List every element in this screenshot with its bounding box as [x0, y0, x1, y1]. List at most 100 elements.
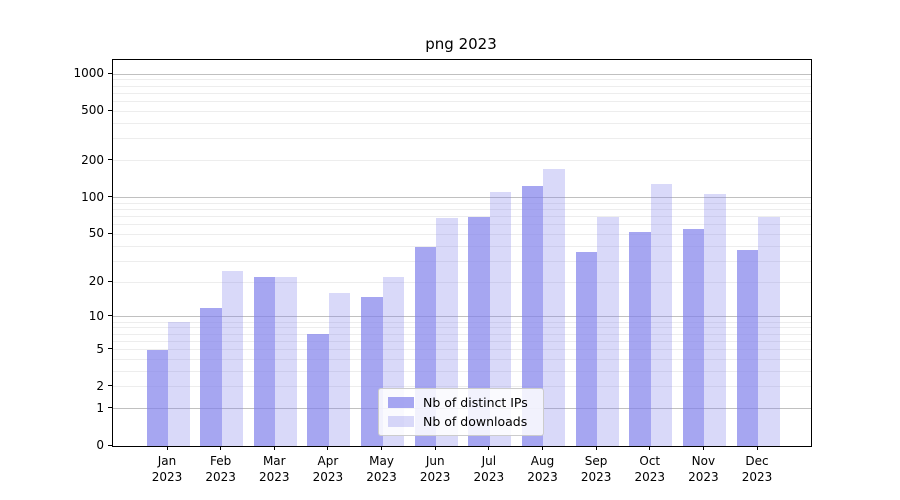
- y-tick-label: 0: [96, 438, 104, 452]
- bar-downloads-mar: [275, 277, 297, 446]
- x-tick-label-oct: Oct 2023: [618, 453, 682, 485]
- y-tick-mark: [108, 444, 112, 446]
- x-tick-label-mar: Mar 2023: [242, 453, 306, 485]
- bar-downloads-aug: [543, 169, 565, 446]
- bar-distinct-ips-apr: [307, 334, 329, 446]
- bar-distinct-ips-aug: [521, 185, 544, 446]
- bar-distinct-ips-mar: [253, 277, 276, 446]
- x-tick-mark: [649, 446, 651, 450]
- x-tick-label-year: 2023: [688, 470, 719, 484]
- x-tick-mark: [434, 446, 436, 450]
- bar-distinct-ips-sep: [575, 251, 598, 446]
- legend-swatch-downloads: [388, 416, 414, 427]
- x-tick-label-month: May: [369, 454, 394, 468]
- x-tick-label-month: Aug: [530, 454, 555, 468]
- minor-gridline: [113, 202, 811, 204]
- minor-gridline: [113, 79, 811, 81]
- x-tick-label-month: Nov: [691, 454, 716, 468]
- plot-area: [112, 59, 812, 447]
- y-tick-mark: [108, 280, 112, 282]
- legend-item-downloads: Nb of downloads: [388, 414, 534, 429]
- y-tick-label: 10: [88, 308, 104, 323]
- y-tick-mark: [108, 72, 112, 74]
- x-tick-label-year: 2023: [205, 470, 236, 484]
- bar-distinct-ips-may: [361, 296, 383, 446]
- y-tick-label: 1: [96, 400, 104, 415]
- x-tick-label-month: Jun: [425, 454, 445, 468]
- y-tick-mark: [108, 159, 112, 161]
- x-tick-label-jul: Jul 2023: [457, 453, 521, 485]
- minor-gridline: [113, 85, 811, 87]
- x-tick-label-sep: Sep 2023: [564, 453, 628, 485]
- x-tick-label-month: Feb: [210, 454, 232, 468]
- minor-gridline: [113, 370, 811, 372]
- x-tick-mark: [702, 446, 704, 450]
- x-tick-label-year: 2023: [419, 470, 451, 484]
- x-tick-label-jan: Jan 2023: [135, 453, 199, 485]
- y-tick-mark: [108, 196, 112, 198]
- bar-downloads-sep: [597, 216, 619, 446]
- bar-downloads-nov: [704, 194, 726, 446]
- minor-gridline: [113, 101, 811, 103]
- minor-gridline: [113, 216, 811, 218]
- x-tick-label-month: Apr: [317, 454, 339, 468]
- bar-downloads-oct: [650, 184, 673, 446]
- y-tick-mark: [108, 385, 112, 387]
- minor-gridline: [113, 224, 811, 226]
- minor-gridline: [113, 386, 811, 388]
- x-tick-label-year: 2023: [634, 470, 666, 484]
- x-tick-label-dec: Dec 2023: [725, 453, 789, 485]
- minor-gridline: [113, 281, 811, 283]
- x-tick-mark: [756, 446, 758, 450]
- x-tick-label-aug: Aug 2023: [510, 453, 574, 485]
- x-tick-label-year: 2023: [312, 470, 344, 484]
- bar-distinct-ips-dec: [736, 250, 759, 446]
- bar-downloads-apr: [328, 293, 351, 446]
- x-tick-label-year: 2023: [741, 470, 773, 484]
- minor-gridline: [113, 233, 811, 235]
- minor-gridline: [113, 208, 811, 210]
- legend-label-downloads: Nb of downloads: [423, 414, 528, 429]
- minor-gridline: [113, 92, 811, 94]
- x-tick-mark: [541, 446, 543, 450]
- legend-swatch-distinct-ips: [388, 397, 414, 408]
- minor-gridline: [113, 358, 811, 360]
- minor-gridline: [113, 260, 811, 262]
- x-tick-label-year: 2023: [366, 470, 397, 484]
- x-tick-mark: [273, 446, 275, 450]
- bar-downloads-feb: [221, 270, 244, 446]
- x-tick-label-month: Jul: [481, 454, 497, 468]
- chart-title: png 2023: [425, 35, 497, 53]
- major-gridline: [113, 73, 811, 75]
- x-tick-mark: [595, 446, 597, 450]
- y-tick-mark: [108, 407, 112, 409]
- minor-gridline: [113, 160, 811, 162]
- minor-gridline: [113, 340, 811, 342]
- minor-gridline: [113, 327, 811, 329]
- y-tick-label: 2: [96, 378, 104, 393]
- x-tick-mark: [220, 446, 222, 450]
- x-tick-label-may: May 2023: [350, 453, 414, 485]
- bar-distinct-ips-oct: [629, 232, 651, 446]
- x-tick-label-year: 2023: [473, 470, 505, 484]
- y-tick-label: 1000: [73, 66, 104, 81]
- y-tick-label: 50: [88, 226, 104, 241]
- legend-item-distinct-ips: Nb of distinct IPs: [388, 395, 534, 410]
- y-tick-mark: [108, 348, 112, 350]
- y-tick-label: 500: [81, 103, 104, 118]
- bar-distinct-ips-feb: [200, 307, 222, 446]
- y-tick-label: 20: [88, 274, 104, 289]
- legend-label-distinct-ips: Nb of distinct IPs: [423, 395, 528, 410]
- x-tick-label-apr: Apr 2023: [296, 453, 360, 485]
- bar-downloads-dec: [758, 217, 780, 446]
- minor-gridline: [113, 110, 811, 112]
- x-tick-label-nov: Nov 2023: [671, 453, 735, 485]
- bar-downloads-jul: [489, 191, 512, 446]
- x-tick-mark: [381, 446, 383, 450]
- y-tick-label: 5: [96, 341, 104, 356]
- y-tick-label: 100: [81, 189, 104, 204]
- x-tick-label-jun: Jun 2023: [403, 453, 467, 485]
- y-tick-label: 200: [81, 152, 104, 167]
- x-tick-label-month: Sep: [584, 454, 608, 468]
- bar-downloads-jan: [168, 322, 190, 446]
